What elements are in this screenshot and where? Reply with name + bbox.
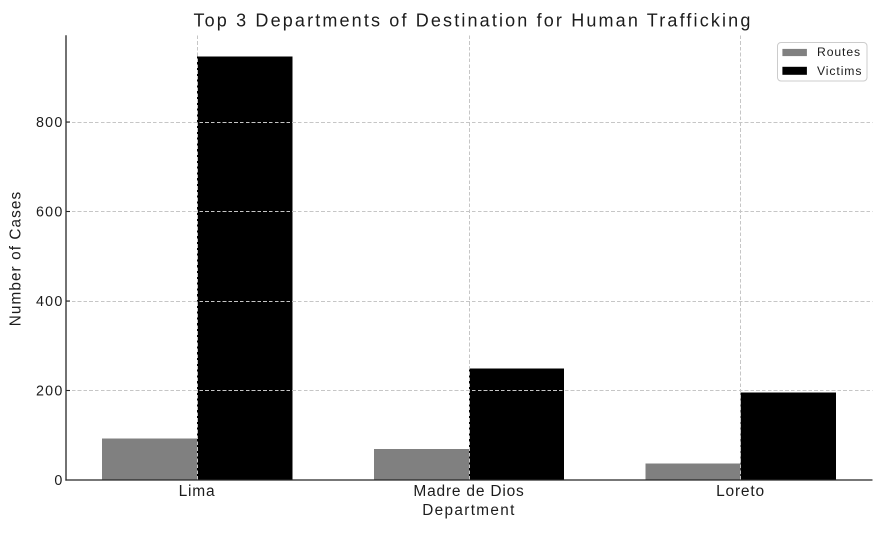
svg-text:Madre de Dios: Madre de Dios [413, 483, 524, 500]
svg-text:Number of Cases: Number of Cases [8, 191, 25, 327]
svg-text:Top 3 Departments of Destinati: Top 3 Departments of Destination for Hum… [194, 11, 753, 31]
svg-text:0: 0 [54, 473, 63, 489]
svg-text:200: 200 [36, 383, 63, 399]
svg-text:600: 600 [36, 204, 63, 220]
svg-text:Routes: Routes [817, 45, 861, 59]
svg-text:Lima: Lima [179, 483, 216, 500]
svg-text:Loreto: Loreto [716, 483, 765, 500]
svg-text:Victims: Victims [817, 64, 862, 78]
svg-text:800: 800 [36, 115, 63, 131]
svg-text:400: 400 [36, 294, 63, 310]
svg-text:Department: Department [422, 502, 515, 519]
